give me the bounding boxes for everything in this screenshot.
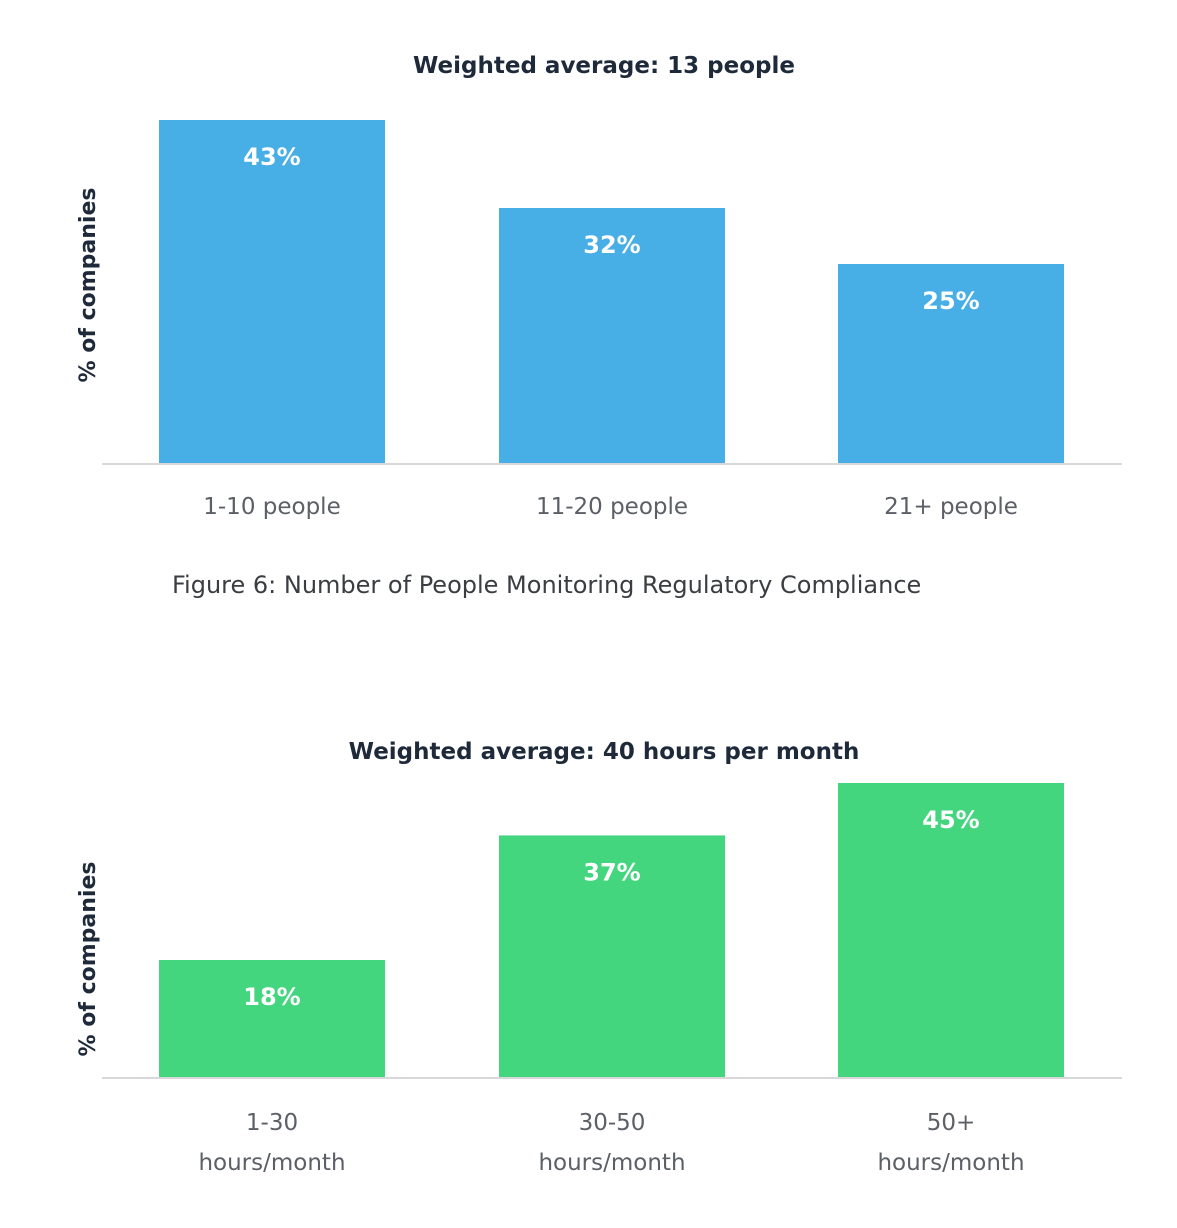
bars-group: 43% 32% 25% xyxy=(159,120,1064,464)
figure-caption: Figure 6: Number of People Monitoring Re… xyxy=(172,571,921,599)
y-axis-label: % of companies xyxy=(76,862,101,1057)
x-tick-label: 30-50 xyxy=(579,1110,646,1136)
x-tick-label: 21+ people xyxy=(884,494,1018,520)
bar-value-label: 43% xyxy=(243,143,300,171)
x-tick-label: 1-30 xyxy=(246,1110,298,1136)
chart-title: Weighted average: 40 hours per month xyxy=(349,739,860,765)
bar-value-label: 25% xyxy=(922,287,979,315)
bar-1 xyxy=(159,120,385,464)
bar-3 xyxy=(838,264,1064,464)
x-tick-label: 1-10 people xyxy=(203,494,340,520)
chart-title: Weighted average: 13 people xyxy=(413,53,795,79)
bar-value-label: 18% xyxy=(243,983,300,1011)
people-chart: Weighted average: 13 people % of compani… xyxy=(76,53,1122,599)
x-tick-label: 50+ xyxy=(927,1110,976,1136)
x-tick-labels: 1-30 hours/month 30-50 hours/month 50+ hours/… xyxy=(198,1110,1024,1176)
x-tick-label: hours/month xyxy=(538,1150,685,1176)
bar-2 xyxy=(499,208,725,464)
bar-value-label: 45% xyxy=(922,806,979,834)
y-axis-label: % of companies xyxy=(76,188,101,383)
x-tick-labels: 1-10 people 11-20 people 21+ people xyxy=(203,494,1018,520)
bar-2 xyxy=(499,835,725,1078)
bar-1 xyxy=(159,960,385,1078)
x-tick-label: hours/month xyxy=(198,1150,345,1176)
x-tick-label: hours/month xyxy=(877,1150,1024,1176)
bar-value-label: 32% xyxy=(583,231,640,259)
bar-3 xyxy=(838,783,1064,1078)
hours-chart: Weighted average: 40 hours per month % o… xyxy=(76,739,1122,1176)
bars-group: 18% 37% 45% xyxy=(159,783,1064,1078)
bar-value-label: 37% xyxy=(583,858,640,886)
x-tick-label: 11-20 people xyxy=(536,494,688,520)
